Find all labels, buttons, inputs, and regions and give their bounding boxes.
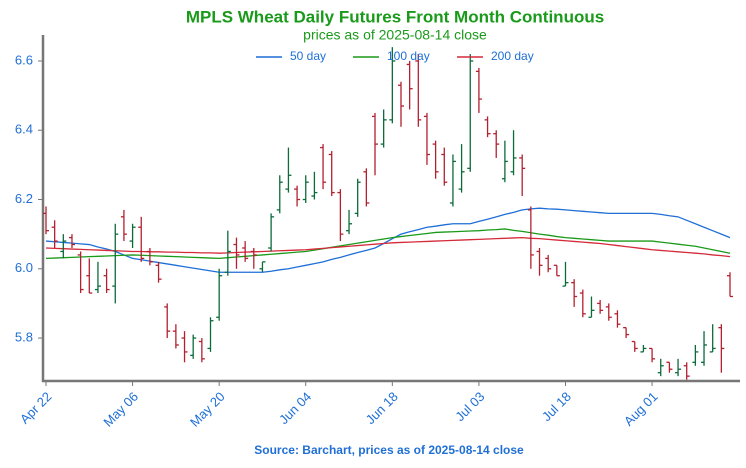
ma-line [45,236,731,258]
chart-subtitle: prices as of 2025-08-14 close [303,27,487,43]
y-tick-label: 5.8 [15,329,33,344]
legend-label: 200 day [491,49,534,63]
x-tick-label: May 20 [187,389,228,430]
x-tick-label: Jul 03 [452,389,487,424]
x-tick-label: May 06 [100,389,141,430]
ma-line [45,207,731,273]
x-tick-label: Jul 18 [539,389,574,424]
footer: Source: Barchart, prices as of 2025-08-1… [254,443,524,457]
y-tick-label: 6.6 [15,52,33,67]
x-tick-label: Jun 04 [276,389,314,427]
x-tick-label: Jun 18 [363,389,401,427]
y-tick-label: 6.2 [15,191,33,206]
ma-line [45,228,731,260]
chart-title: MPLS Wheat Daily Futures Front Month Con… [186,7,604,26]
y-tick-label: 6.0 [15,260,33,275]
x-tick-label: Aug 01 [621,389,661,429]
y-tick-label: 6.4 [15,122,33,137]
x-tick-label: Apr 22 [17,389,55,427]
legend-label: 50 day [290,49,326,63]
legend-label: 100 day [387,49,430,63]
